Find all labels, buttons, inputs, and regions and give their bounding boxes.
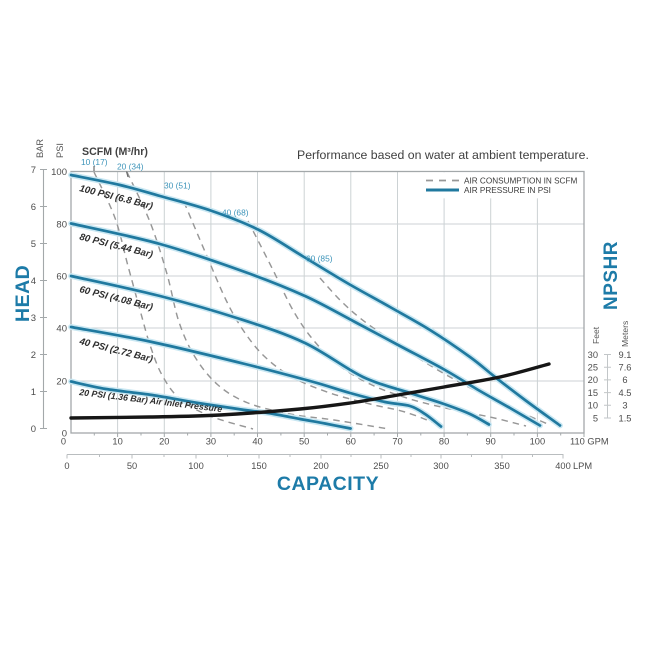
svg-text:Performance based on water at: Performance based on water at ambient te… xyxy=(297,148,589,162)
svg-text:2: 2 xyxy=(31,350,36,361)
svg-text:150: 150 xyxy=(251,461,267,471)
svg-text:200: 200 xyxy=(313,461,329,471)
svg-text:100: 100 xyxy=(51,167,67,178)
svg-text:NPSHR: NPSHR xyxy=(601,241,622,310)
svg-text:5: 5 xyxy=(593,413,598,423)
svg-text:60: 60 xyxy=(346,437,356,447)
svg-text:400: 400 xyxy=(555,461,571,471)
svg-text:30: 30 xyxy=(206,437,216,447)
svg-text:BAR: BAR xyxy=(35,139,45,158)
svg-text:Meters: Meters xyxy=(620,321,630,347)
svg-text:300: 300 xyxy=(433,461,449,471)
svg-text:10 (17): 10 (17) xyxy=(81,157,108,167)
svg-text:9.1: 9.1 xyxy=(619,350,632,360)
svg-text:SCFM (M³/hr): SCFM (M³/hr) xyxy=(82,146,148,158)
svg-text:50: 50 xyxy=(127,461,137,471)
svg-text:PSI: PSI xyxy=(55,143,65,158)
svg-text:100: 100 xyxy=(188,461,204,471)
svg-text:7.6: 7.6 xyxy=(619,363,632,373)
svg-text:350: 350 xyxy=(494,461,510,471)
svg-text:70: 70 xyxy=(392,437,402,447)
svg-text:110 GPM: 110 GPM xyxy=(570,437,609,447)
svg-text:10: 10 xyxy=(588,401,598,411)
svg-text:10: 10 xyxy=(112,437,122,447)
svg-text:30 (51): 30 (51) xyxy=(164,181,191,191)
svg-text:60 (85): 60 (85) xyxy=(306,254,333,264)
svg-text:6: 6 xyxy=(622,375,627,385)
svg-text:CAPACITY: CAPACITY xyxy=(277,473,379,495)
svg-text:100: 100 xyxy=(530,437,546,447)
svg-text:40: 40 xyxy=(252,437,262,447)
svg-text:4: 4 xyxy=(31,276,36,287)
svg-text:25: 25 xyxy=(588,363,598,373)
svg-text:5: 5 xyxy=(31,239,36,250)
svg-text:0: 0 xyxy=(64,461,69,471)
svg-text:3: 3 xyxy=(622,401,627,411)
svg-text:40: 40 xyxy=(56,323,67,334)
svg-text:0: 0 xyxy=(31,424,36,435)
svg-text:AIR PRESSURE IN PSI: AIR PRESSURE IN PSI xyxy=(464,186,551,195)
svg-text:80: 80 xyxy=(56,219,67,230)
svg-text:15: 15 xyxy=(588,388,598,398)
svg-text:80: 80 xyxy=(439,437,449,447)
svg-text:HEAD: HEAD xyxy=(12,265,34,322)
svg-text:60: 60 xyxy=(56,271,67,282)
svg-text:20 (34): 20 (34) xyxy=(117,162,144,172)
svg-text:LPM: LPM xyxy=(573,461,592,471)
svg-text:4.5: 4.5 xyxy=(619,388,632,398)
svg-text:1.5: 1.5 xyxy=(619,413,632,423)
svg-text:250: 250 xyxy=(373,461,389,471)
svg-text:Feet: Feet xyxy=(591,326,601,344)
svg-text:7: 7 xyxy=(31,165,36,176)
svg-text:90: 90 xyxy=(486,437,496,447)
svg-text:30: 30 xyxy=(588,350,598,360)
svg-text:20: 20 xyxy=(588,375,598,385)
svg-text:3: 3 xyxy=(31,313,36,324)
svg-text:20: 20 xyxy=(56,376,67,387)
svg-text:1: 1 xyxy=(31,387,36,398)
svg-text:40 (68): 40 (68) xyxy=(222,208,249,218)
svg-text:6: 6 xyxy=(31,202,36,213)
svg-text:20: 20 xyxy=(159,437,169,447)
svg-text:50: 50 xyxy=(299,437,309,447)
svg-text:0: 0 xyxy=(61,437,66,447)
svg-text:0: 0 xyxy=(62,428,67,439)
svg-text:AIR CONSUMPTION IN SCFM: AIR CONSUMPTION IN SCFM xyxy=(464,177,577,186)
